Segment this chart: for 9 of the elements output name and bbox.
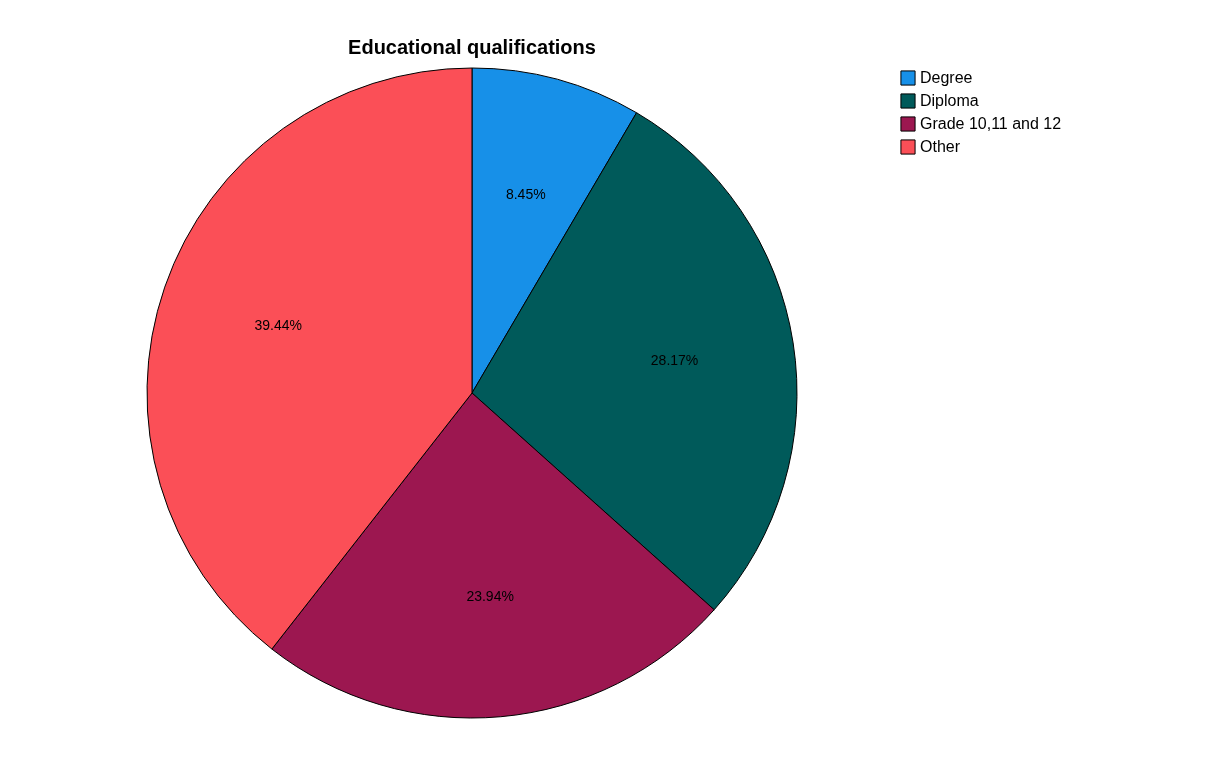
data-label: 28.17% <box>650 352 699 369</box>
data-label: 39.44% <box>254 317 302 334</box>
chart-title: Educational qualifications <box>348 36 596 58</box>
data-label: 8.45% <box>505 186 546 203</box>
legend-label: Grade 10,11 and 12 <box>920 115 1062 132</box>
legend-label: Diploma <box>920 92 979 109</box>
legend-label: Other <box>920 138 961 155</box>
data-label: 23.94% <box>466 588 514 605</box>
legend-label: Degree <box>920 69 973 86</box>
